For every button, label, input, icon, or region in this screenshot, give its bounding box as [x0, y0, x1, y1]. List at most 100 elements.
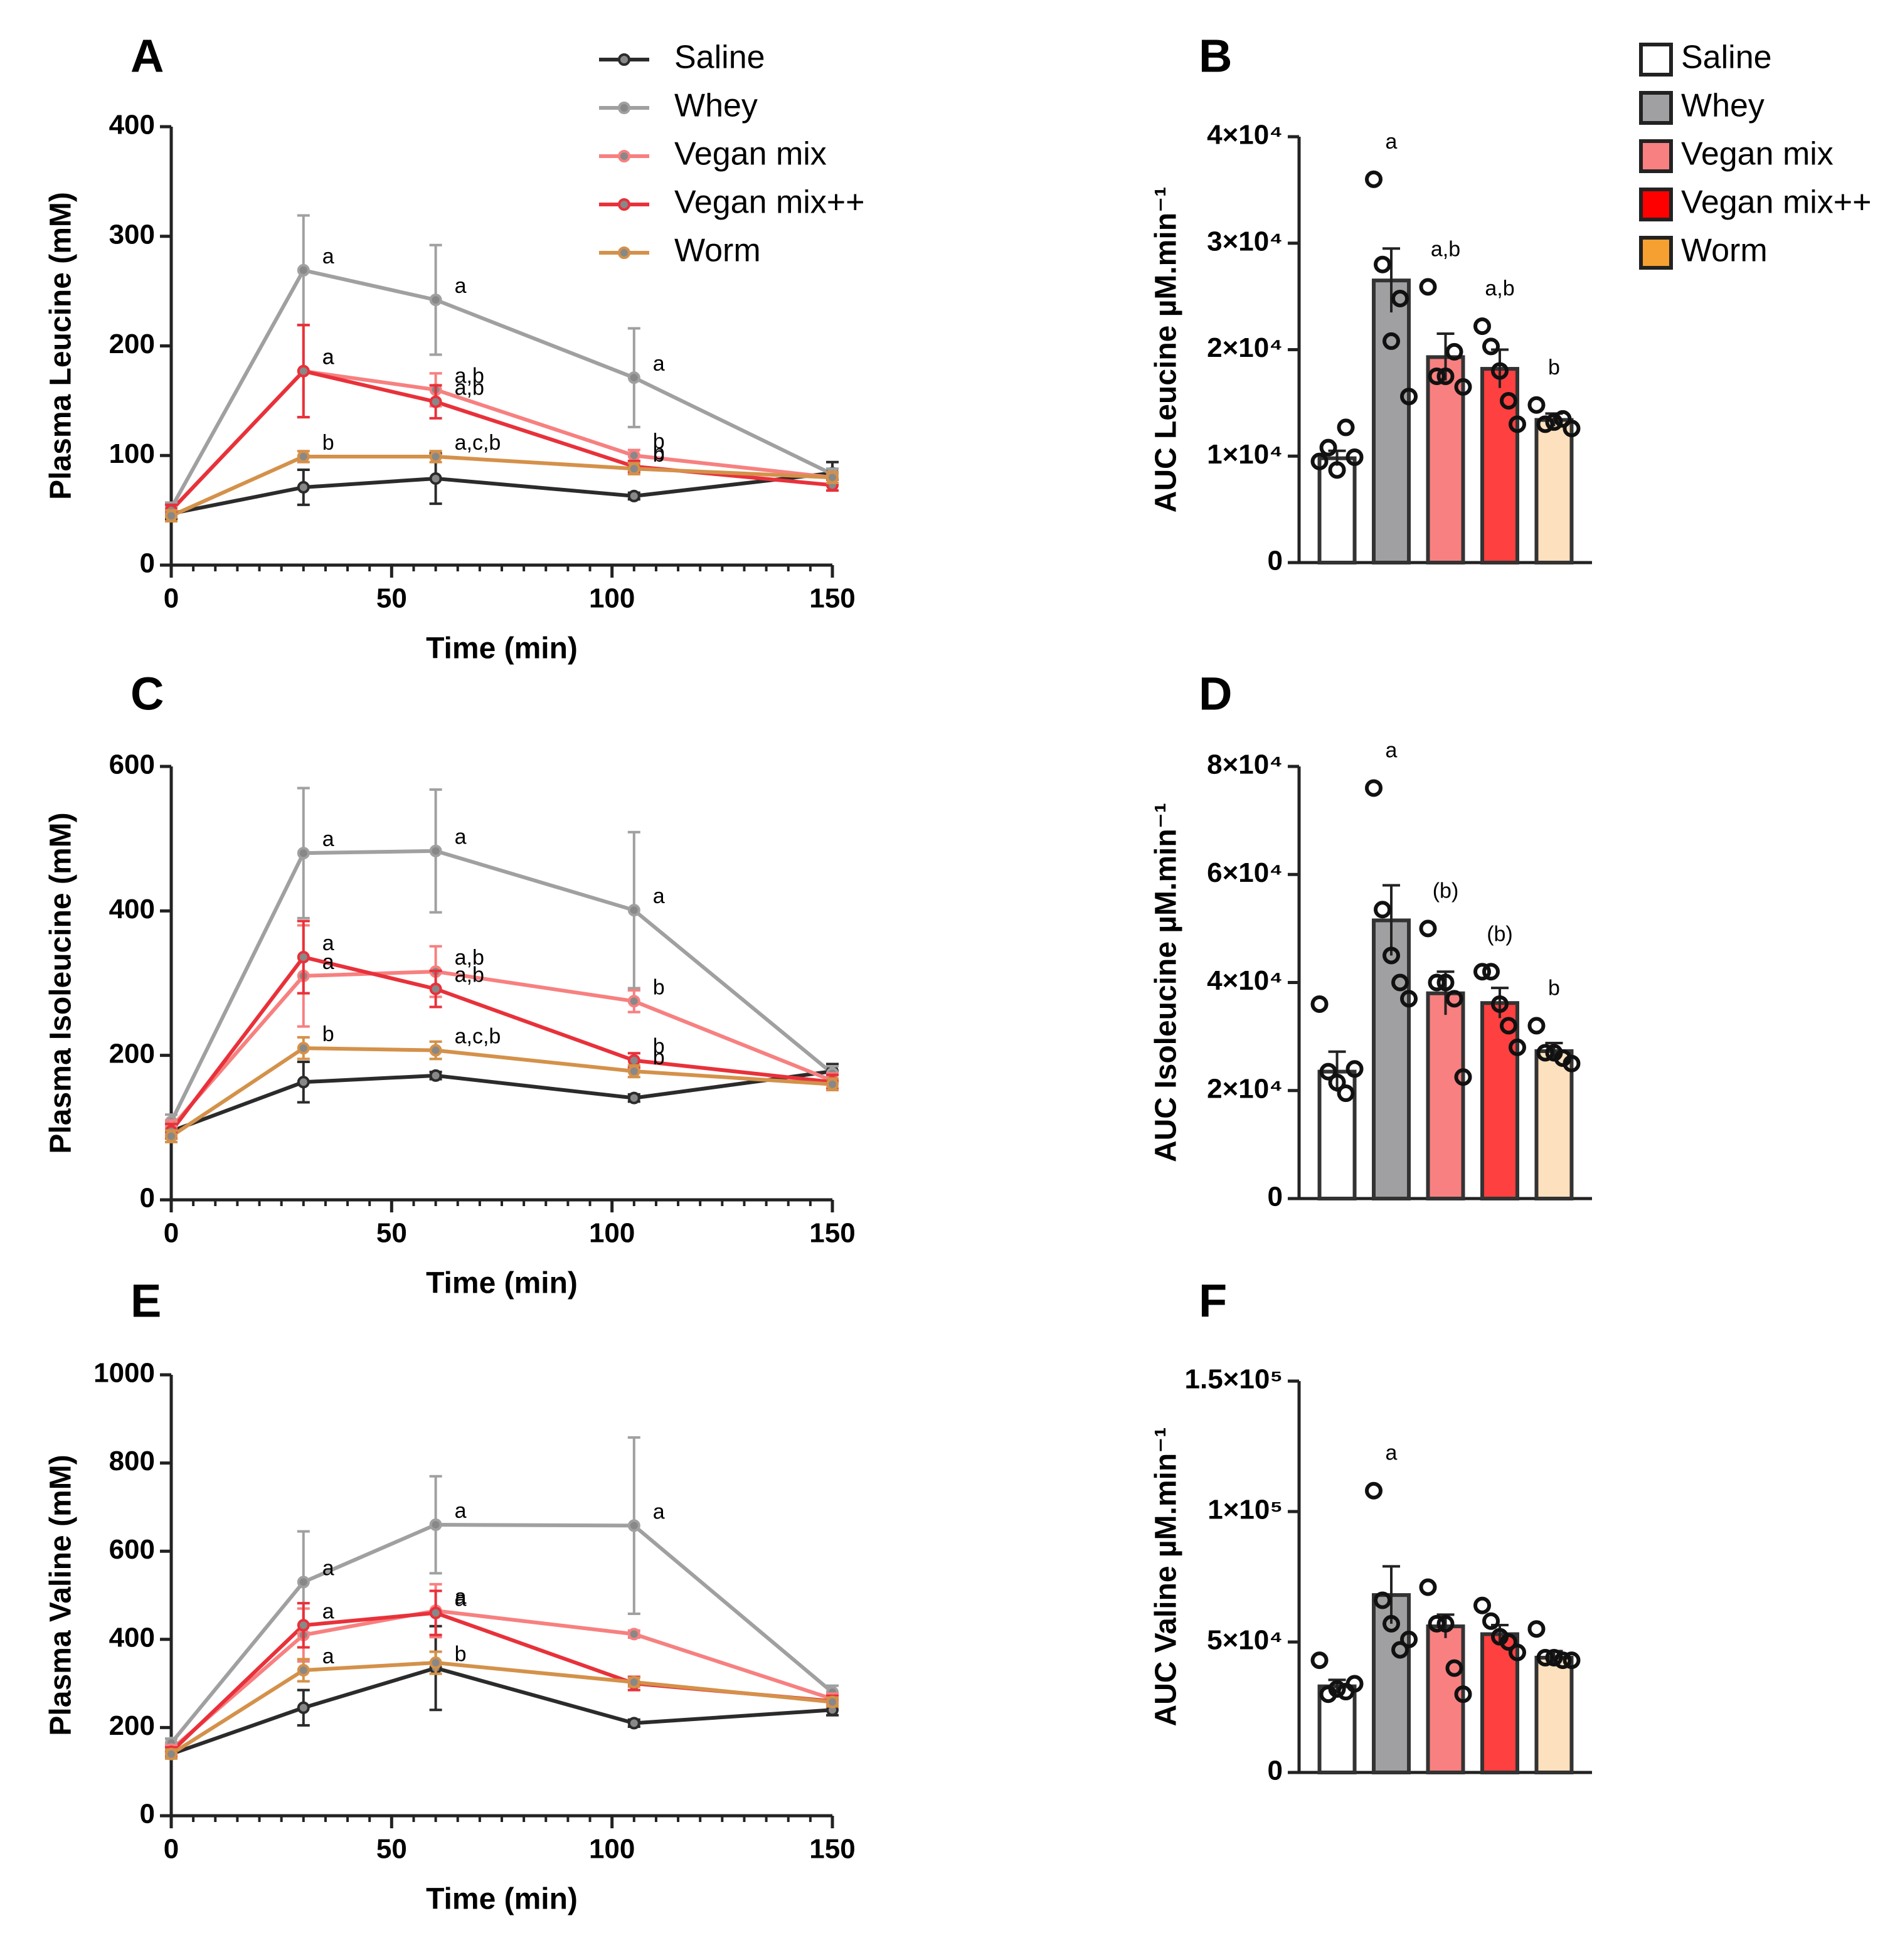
data-dot [1536, 1648, 1554, 1666]
y-tick-label: 100 [109, 438, 155, 469]
legend-marker [618, 53, 630, 66]
y-tick-label: 3×10⁴ [1207, 226, 1283, 257]
series-line [170, 1069, 833, 1133]
significance-label: a [322, 950, 334, 974]
legend-label: Vegan mix [674, 136, 827, 172]
panel-label: F [1199, 1275, 1227, 1327]
significance-label: a [653, 352, 665, 376]
data-point [627, 904, 640, 917]
significance-label: b [322, 431, 334, 455]
panel-label: C [130, 668, 164, 720]
data-dot [1454, 1685, 1472, 1703]
data-point [297, 1576, 310, 1589]
significance-label: a [322, 1556, 334, 1580]
y-tick-label: 0 [1268, 546, 1283, 576]
data-point [627, 1519, 640, 1532]
significance-label: b [653, 430, 665, 453]
legend-swatch [1639, 43, 1673, 77]
data-point [429, 472, 442, 485]
y-tick-label: 2×10⁴ [1207, 1073, 1283, 1104]
data-point [297, 1701, 310, 1714]
data-point [627, 462, 640, 475]
x-axis-title: Time (min) [426, 1883, 578, 1916]
data-point [429, 1518, 442, 1532]
significance-label: b [455, 1642, 467, 1666]
y-tick-label: 6×10⁴ [1207, 857, 1283, 888]
data-dot [1428, 367, 1446, 385]
y-tick-label: 200 [109, 1038, 155, 1069]
data-point [165, 509, 178, 522]
significance-label: a [455, 274, 467, 298]
data-dot [1310, 1651, 1329, 1670]
bar [1480, 367, 1519, 564]
data-dot [1400, 388, 1418, 406]
x-tick-label: 50 [376, 1218, 407, 1249]
y-tick-label: 0 [140, 1183, 155, 1214]
data-dot [1563, 1651, 1581, 1670]
data-dot [1508, 415, 1526, 433]
data-dot [1345, 448, 1364, 466]
y-tick-label: 0 [140, 548, 155, 579]
x-tick-label: 150 [809, 1218, 855, 1249]
series-line [169, 970, 834, 1129]
y-axis-title: AUC Valine µM.min⁻¹ [1150, 1427, 1183, 1726]
significance-label: a [322, 1599, 334, 1623]
data-dot [1508, 1643, 1526, 1661]
significance-label: a,c,b [455, 431, 501, 455]
data-point [297, 364, 310, 378]
data-dot [1328, 1073, 1346, 1091]
significance-label: b [1548, 976, 1560, 1000]
data-dot [1428, 1614, 1446, 1633]
significance-label: a [322, 245, 334, 268]
y-axis-title: Plasma Leucine (mM) [45, 192, 78, 500]
y-tick-label: 200 [109, 329, 155, 359]
data-point [165, 1130, 178, 1143]
y-axis-title: AUC Isoleucine µM.min⁻¹ [1150, 803, 1183, 1162]
data-point [627, 1065, 640, 1078]
series-line [171, 471, 833, 516]
data-dot [1365, 170, 1383, 188]
significance-label: a [455, 825, 467, 849]
legend-swatch [1639, 139, 1673, 173]
significance-label: (b) [1433, 879, 1459, 903]
significance-label: a,b [1431, 237, 1460, 261]
data-point [297, 1619, 310, 1632]
bar [1480, 1001, 1519, 1201]
data-dot [1490, 362, 1509, 380]
panel-label: B [1199, 30, 1232, 82]
data-dot [1374, 1591, 1392, 1609]
x-tick-label: 50 [376, 1834, 407, 1865]
bar [1534, 418, 1574, 564]
significance-label: a [322, 1645, 334, 1668]
y-axis-title: Plasma Valine (mM) [45, 1454, 78, 1735]
data-point [429, 450, 442, 463]
legend-marker [618, 150, 630, 162]
data-point [627, 1675, 640, 1688]
data-point [165, 1747, 178, 1761]
significance-label: (b) [1487, 922, 1513, 946]
significance-label: a [322, 346, 334, 369]
bar [1480, 1632, 1519, 1775]
data-dot [1436, 367, 1455, 385]
x-tick-label: 0 [164, 1834, 179, 1865]
y-tick-label: 5×10⁴ [1207, 1625, 1283, 1656]
data-dot [1536, 1044, 1554, 1062]
x-tick-label: 150 [809, 583, 855, 614]
data-dot [1499, 1633, 1517, 1651]
legend-label: Worm [1681, 233, 1768, 269]
significance-label: a [653, 1500, 665, 1523]
legend-label: Vegan mix++ [1681, 184, 1872, 221]
legend-label: Saline [1681, 40, 1772, 76]
y-tick-label: 0 [1268, 1756, 1283, 1786]
data-dot [1436, 973, 1455, 992]
data-dot [1310, 452, 1329, 470]
significance-label: a [322, 346, 334, 369]
data-dot [1527, 1620, 1546, 1638]
significance-label: a,b [455, 946, 484, 970]
bar [1372, 278, 1411, 564]
legend-swatch [1639, 91, 1673, 125]
bar [1534, 1655, 1574, 1774]
data-point [429, 1069, 442, 1082]
data-dot [1482, 963, 1500, 981]
